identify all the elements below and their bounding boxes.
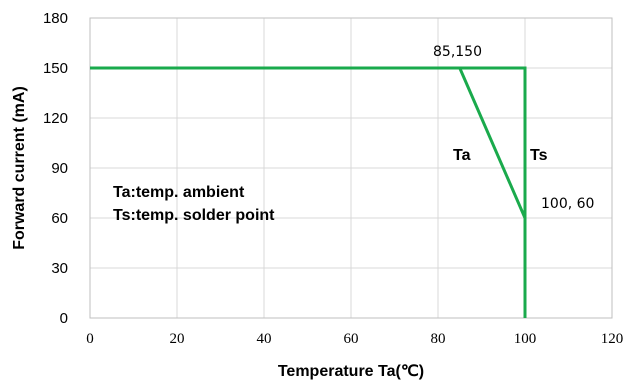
x-tick-label-5: 100	[514, 331, 537, 347]
x-tick-labels: 0 20 40 60 80 100 120	[86, 331, 623, 347]
x-tick-label-2: 40	[257, 331, 272, 347]
y-tick-labels: 0 30 60 90 120 150 180	[43, 10, 68, 327]
x-tick-label-3: 60	[344, 331, 359, 347]
y-tick-label-5: 150	[43, 60, 68, 77]
y-tick-label-2: 60	[51, 210, 68, 227]
y-tick-label-3: 90	[51, 160, 68, 177]
x-axis-title: Temperature Ta(℃)	[278, 363, 424, 380]
y-tick-label-6: 180	[43, 10, 68, 27]
annotation-100-60: 100, 60	[541, 196, 594, 212]
series-label-ta: Ta	[453, 147, 471, 164]
annotation-85-150: 85,150	[433, 44, 482, 60]
x-tick-label-6: 120	[601, 331, 624, 347]
y-tick-label-0: 0	[60, 310, 68, 327]
plot-frame	[89, 17, 613, 319]
series-label-ts: Ts	[530, 147, 548, 164]
series-line-ts	[90, 66, 527, 318]
grid	[89, 17, 613, 319]
x-tick-label-1: 20	[170, 331, 185, 347]
x-tick-label-0: 0	[86, 331, 94, 347]
legend-note-ta: Ta:temp. ambient	[113, 184, 245, 201]
y-tick-label-4: 120	[43, 110, 68, 127]
y-tick-label-1: 30	[51, 260, 68, 277]
series-layer	[90, 66, 527, 318]
legend-note-ts: Ts:temp. solder point	[113, 207, 275, 224]
y-axis-title: Forward current (mA)	[11, 86, 28, 250]
x-tick-label-4: 80	[431, 331, 446, 347]
